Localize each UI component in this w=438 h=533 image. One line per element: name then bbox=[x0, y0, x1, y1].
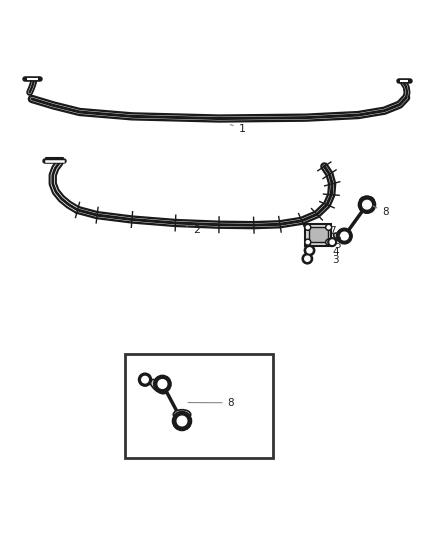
Bar bbox=[305, 224, 331, 246]
Text: 8: 8 bbox=[188, 398, 234, 408]
Circle shape bbox=[306, 240, 309, 244]
Ellipse shape bbox=[360, 197, 374, 204]
Circle shape bbox=[305, 239, 311, 245]
Bar bbox=[125, 353, 273, 458]
Ellipse shape bbox=[173, 410, 191, 419]
Circle shape bbox=[327, 226, 330, 229]
Circle shape bbox=[358, 196, 376, 213]
Circle shape bbox=[328, 238, 336, 246]
Circle shape bbox=[304, 245, 315, 256]
Text: 4: 4 bbox=[332, 247, 339, 257]
Circle shape bbox=[142, 376, 148, 383]
Text: 5: 5 bbox=[334, 240, 341, 250]
Circle shape bbox=[307, 248, 312, 253]
Text: 3: 3 bbox=[332, 255, 339, 264]
Circle shape bbox=[177, 416, 187, 426]
Circle shape bbox=[154, 375, 171, 393]
Circle shape bbox=[363, 200, 371, 209]
Bar bbox=[309, 228, 328, 242]
Ellipse shape bbox=[150, 379, 166, 394]
Circle shape bbox=[340, 232, 348, 240]
Circle shape bbox=[325, 224, 332, 230]
Text: 2: 2 bbox=[187, 224, 200, 235]
Circle shape bbox=[305, 224, 311, 230]
Text: 7: 7 bbox=[328, 226, 336, 236]
Text: 6: 6 bbox=[334, 233, 341, 243]
Text: 1: 1 bbox=[230, 124, 246, 134]
Circle shape bbox=[327, 240, 330, 244]
Circle shape bbox=[305, 256, 310, 261]
Circle shape bbox=[138, 373, 152, 386]
Circle shape bbox=[330, 240, 334, 244]
Circle shape bbox=[306, 226, 309, 229]
Circle shape bbox=[302, 254, 313, 264]
Ellipse shape bbox=[333, 233, 348, 244]
Circle shape bbox=[336, 228, 352, 244]
Circle shape bbox=[173, 411, 191, 431]
Text: 8: 8 bbox=[373, 206, 389, 217]
Circle shape bbox=[158, 379, 167, 389]
Circle shape bbox=[325, 239, 332, 245]
